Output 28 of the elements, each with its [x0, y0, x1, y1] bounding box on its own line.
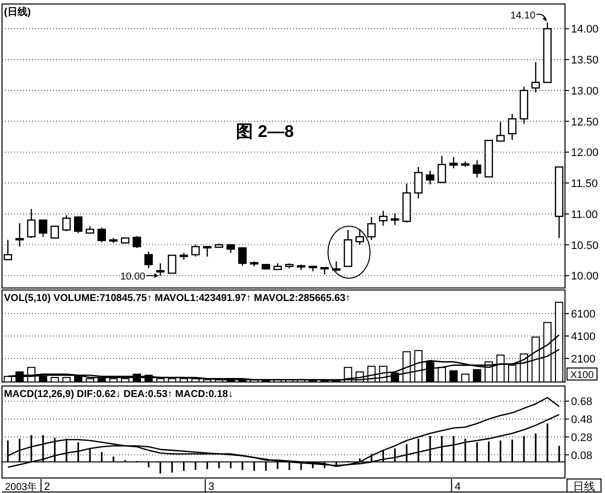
chart-title: VOL(5,10) VOLUME:710845.75↑ MAVOL1:423491.97↑ MAVOL2:285665.63↑: [4, 293, 350, 304]
y-tick-label: 12.50: [571, 116, 599, 128]
y-tick-label: 14.00: [571, 24, 599, 36]
y-tick-label: 0.28: [571, 432, 592, 444]
x-tick-label: 3: [208, 481, 214, 493]
chart-title: MACD(12,26,9) DIF:0.62↓ DEA:0.53↑ MACD:0.18↓: [4, 389, 233, 400]
y-axis-title: X100: [570, 370, 594, 381]
x-tick-label: 4: [454, 481, 461, 493]
y-tick-label: 12.00: [571, 147, 599, 160]
y-tick-label: 10.00: [571, 270, 599, 283]
y-tick-label: 13.00: [571, 85, 599, 98]
y-tick-label: 6100: [571, 308, 596, 321]
y-tick-label: 10.50: [571, 240, 599, 252]
annotation: 10.00: [120, 272, 146, 283]
x-tick-label: 2: [44, 481, 50, 493]
y-tick-label: 0.08: [571, 450, 592, 462]
y-tick-label: 13.50: [571, 54, 599, 67]
y-tick-label: 11.00: [571, 208, 598, 221]
annotation: 图 2—8: [236, 122, 294, 141]
text: 2003年: [5, 481, 38, 493]
y-tick-label: 4100: [571, 331, 596, 343]
y-tick-label: 2100: [571, 353, 596, 366]
text: 日线: [573, 480, 595, 493]
y-tick-label: 0.68: [571, 396, 592, 408]
annotation: 14.10: [510, 10, 536, 22]
y-tick-label: 11.50: [571, 178, 598, 190]
chart-title: (日线): [4, 6, 31, 18]
y-tick-label: 0.48: [571, 414, 592, 426]
